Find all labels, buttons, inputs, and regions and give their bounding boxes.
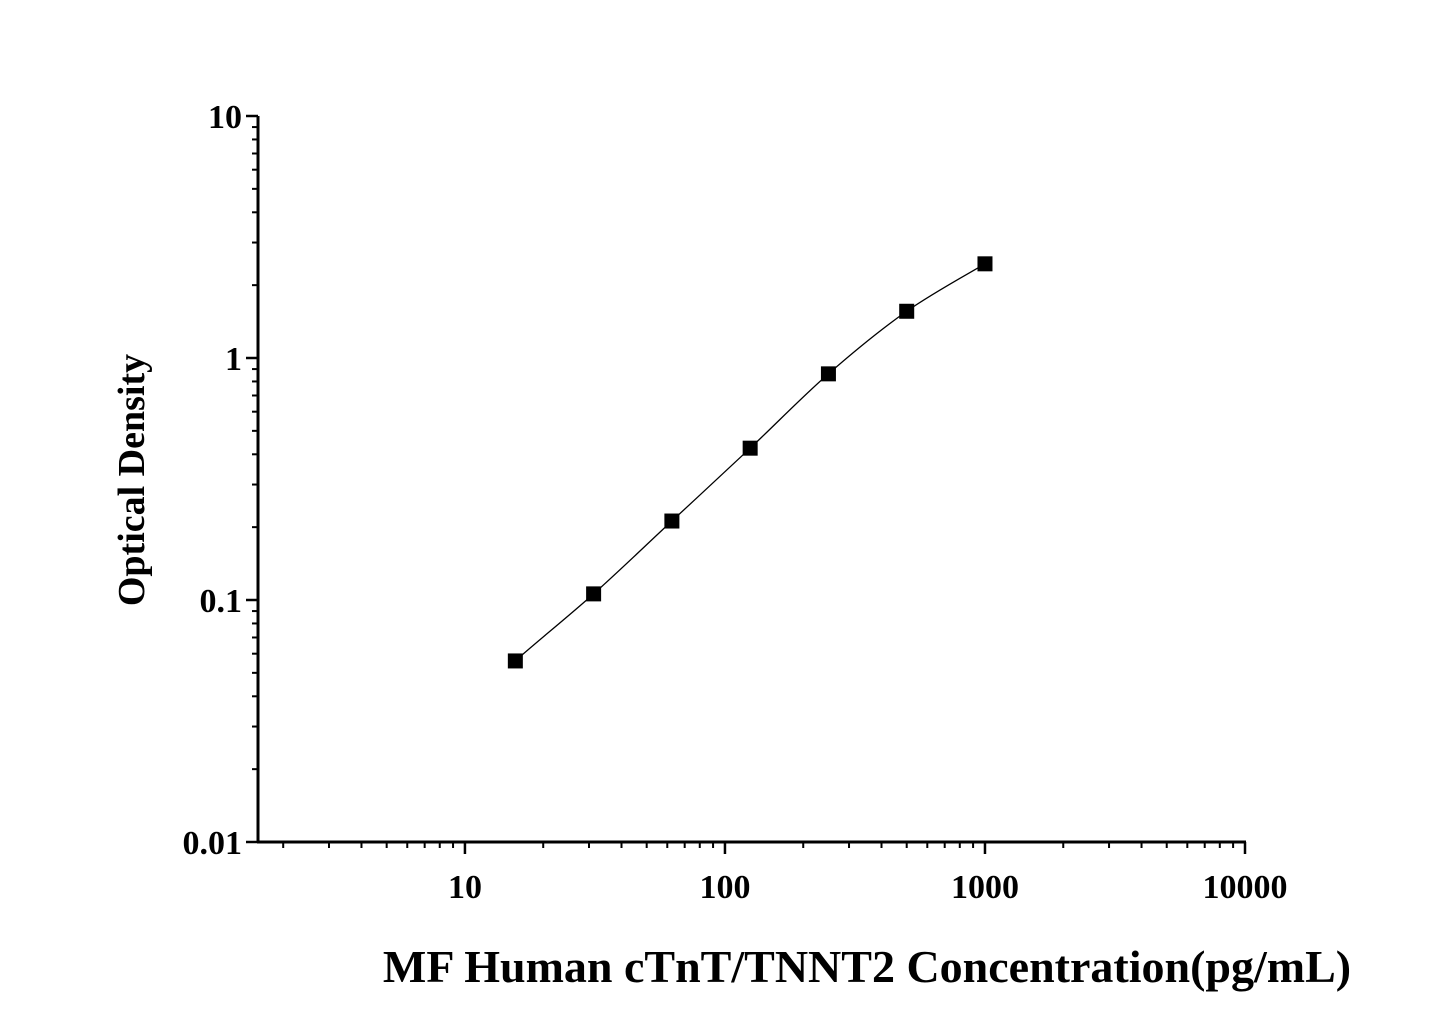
y-tick-label: 1 [225, 341, 242, 378]
data-markers [507, 256, 993, 669]
x-tick-label: 10 [448, 869, 482, 906]
x-tick-label: 1000 [951, 869, 1019, 906]
y-tick-label: 10 [208, 99, 242, 136]
y-tick-label: 0.01 [183, 825, 243, 862]
data-point [586, 586, 602, 602]
data-point [977, 256, 993, 272]
data-point [820, 366, 836, 382]
data-point [899, 303, 915, 319]
x-tick-label: 100 [699, 869, 750, 906]
data-point [507, 653, 523, 669]
x-tick-label: 10000 [1203, 869, 1288, 906]
y-axis-title: Optical Density [111, 354, 153, 606]
fit-line [509, 263, 986, 668]
data-point [664, 513, 680, 529]
plot-area: 0.01 0.1 1 10 10 100 1000 10000 [183, 99, 1288, 906]
x-ticks: 10 100 1000 10000 [282, 842, 1288, 906]
x-axis-title: MF Human cTnT/TNNT2 Concentration(pg/mL) [383, 941, 1351, 992]
data-point [742, 440, 758, 456]
y-tick-label: 0.1 [200, 583, 243, 620]
y-ticks: 0.01 0.1 1 10 [183, 99, 258, 862]
